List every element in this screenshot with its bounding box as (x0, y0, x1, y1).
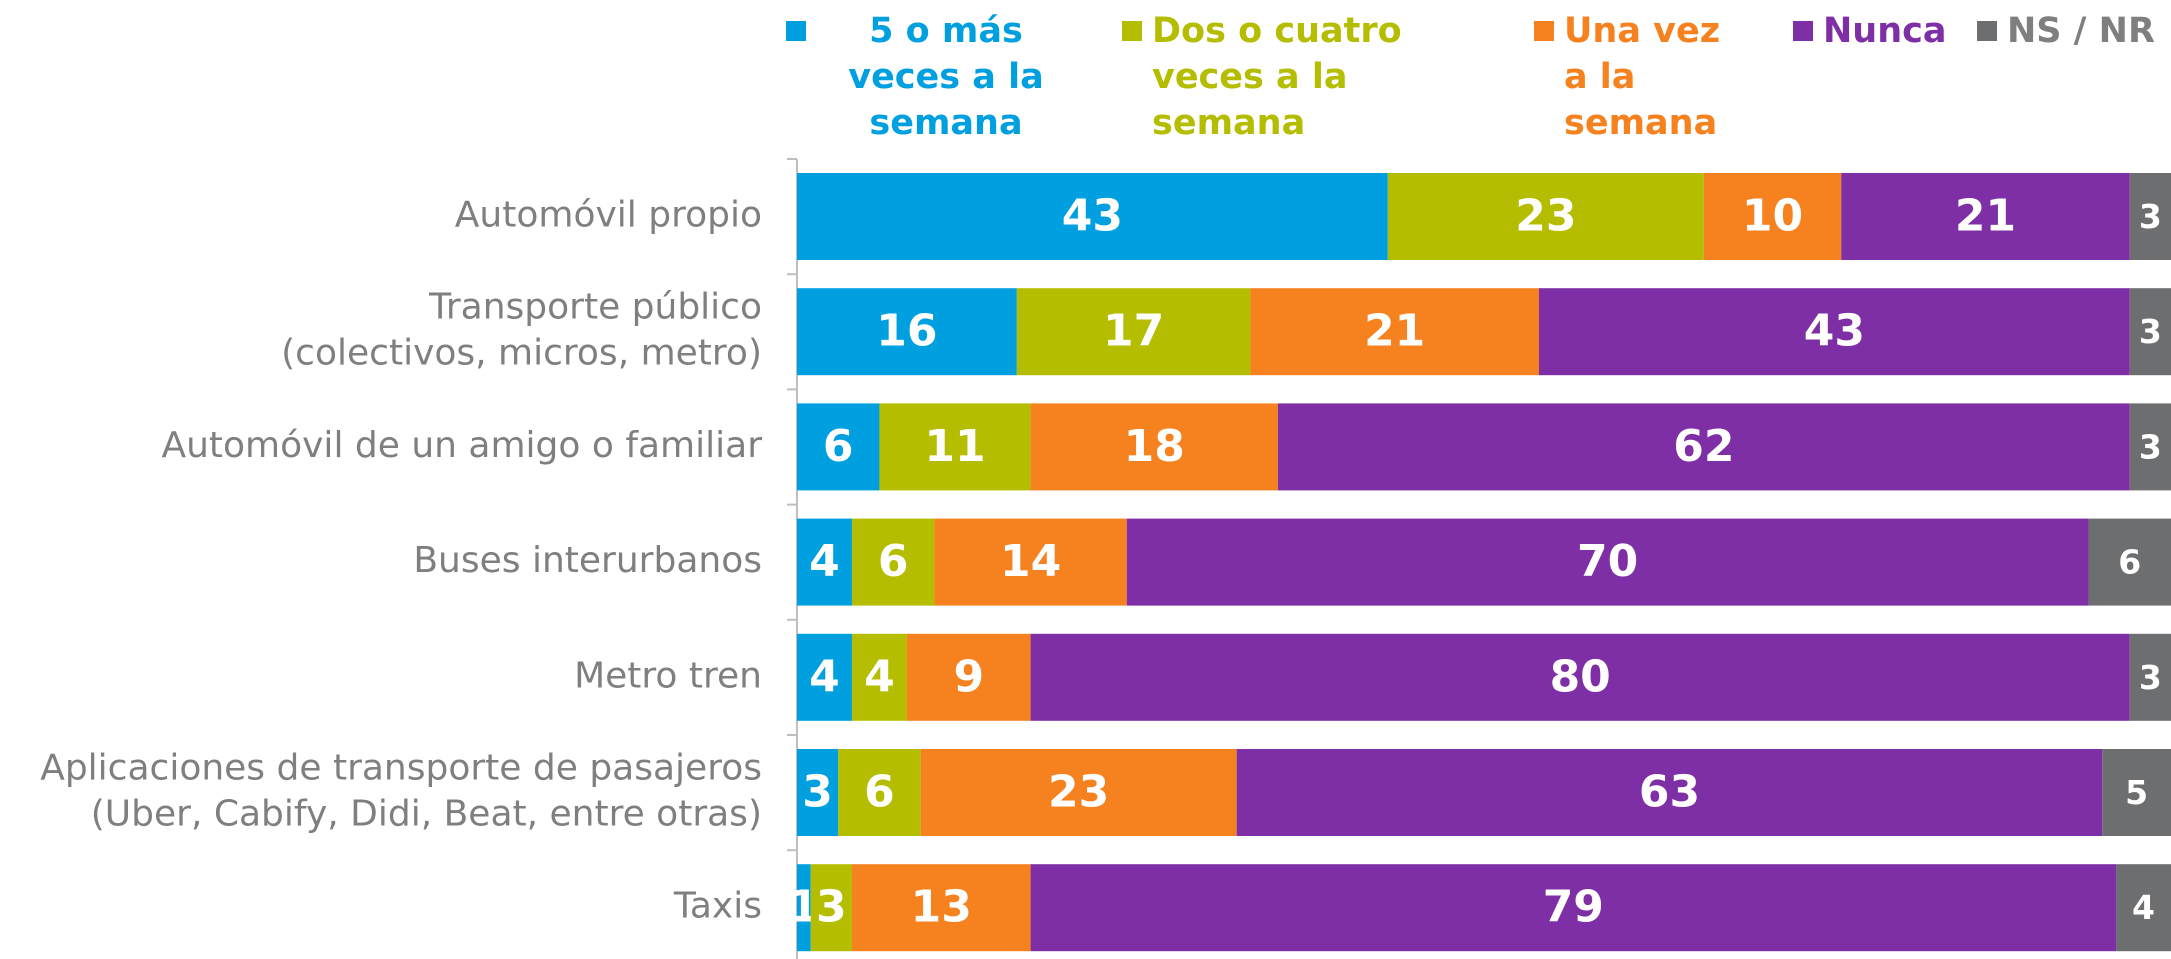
value-label: 3 (2139, 197, 2162, 236)
legend-label: Dos o cuatro veces a la semana (1152, 11, 1402, 143)
bar-segment (1030, 864, 2117, 952)
value-label: 3 (802, 767, 833, 818)
value-label: 62 (1673, 421, 1734, 472)
bar-segment (2088, 518, 2171, 606)
legend-item: NS / NR (1977, 8, 2157, 54)
value-label: 3 (2139, 427, 2162, 466)
legend-swatch (1977, 21, 1997, 41)
bar-segment (920, 749, 1237, 836)
bar-segment (797, 288, 1017, 376)
bar-segment (934, 518, 1127, 606)
bar-segment (1236, 749, 2103, 836)
bar-segment (1030, 633, 2130, 721)
bar-segment (851, 633, 907, 721)
value-label: 17 (1103, 306, 1164, 357)
value-label: 21 (1364, 306, 1425, 357)
value-label: 43 (1804, 306, 1865, 357)
bar-segment (2129, 288, 2171, 376)
category-label: Buses interurbanos (413, 540, 762, 581)
bar-segment (797, 749, 839, 836)
legend-label: Una vez a la semana (1564, 11, 1721, 143)
bar-segment (1277, 403, 2130, 491)
bar-segment (1841, 173, 2130, 260)
value-label: 21 (1955, 191, 2016, 242)
value-label: 18 (1124, 421, 1185, 472)
bar-segment (1538, 288, 2130, 376)
legend-swatch (1793, 21, 1813, 41)
bar-segment (838, 749, 921, 836)
category-label: Metro tren (574, 655, 762, 696)
bar-segment (810, 864, 852, 952)
bar-segment (2129, 403, 2171, 491)
value-label: 43 (1062, 191, 1123, 242)
category-label: Taxis (673, 886, 762, 927)
legend-label: NS / NR (2007, 11, 2155, 51)
bar-segment (797, 518, 852, 606)
bar-segment (1016, 288, 1251, 376)
value-label: 4 (809, 536, 840, 587)
value-label: 4 (809, 651, 840, 702)
bar-segment (2129, 633, 2171, 721)
legend-label: 5 o más veces a la semana (848, 11, 1044, 143)
value-label: 9 (953, 651, 984, 702)
bar-segment (2116, 864, 2171, 952)
category-label: Automóvil propio (455, 195, 762, 236)
bar-segment (1250, 288, 1539, 376)
value-label: 3 (2139, 312, 2162, 351)
category-label: Transporte público (colectivos, micros, m… (281, 287, 762, 374)
value-label: 4 (2132, 888, 2155, 927)
value-label: 13 (911, 882, 972, 933)
bar-segment (879, 403, 1031, 491)
bar-segment (797, 173, 1388, 260)
bar-segment (797, 403, 880, 491)
value-label: 6 (878, 536, 909, 587)
value-label: 6 (2118, 543, 2141, 582)
value-label: 6 (823, 421, 854, 472)
legend-swatch (1534, 21, 1554, 41)
legend-item: 5 o más veces a la semana (786, 8, 1076, 146)
value-label: 79 (1543, 882, 1604, 933)
bar-segment (1030, 403, 1278, 491)
bar-segment (906, 633, 1031, 721)
value-label: 63 (1639, 767, 1700, 818)
value-label: 4 (864, 651, 895, 702)
value-label: 23 (1515, 191, 1576, 242)
bar-segment (1703, 173, 1842, 260)
bar-segment (851, 518, 935, 606)
value-label: 23 (1048, 767, 1109, 818)
value-label: 14 (1000, 536, 1061, 587)
legend-swatch (1122, 21, 1142, 41)
legend-label: Nunca (1823, 11, 1947, 51)
value-label: 11 (924, 421, 985, 472)
legend-item: Dos o cuatro veces a la semana (1122, 8, 1502, 146)
category-label: Automóvil de un amigo o familiar (161, 425, 762, 466)
bar-segment (2102, 749, 2171, 836)
bar-segment (1387, 173, 1704, 260)
value-label: 16 (876, 306, 937, 357)
value-label: 10 (1742, 191, 1803, 242)
bar-segment (851, 864, 1031, 952)
category-label: Aplicaciones de transporte de pasajeros(… (40, 748, 762, 835)
value-label: 80 (1550, 651, 1611, 702)
bar-segment (797, 633, 852, 721)
bar-segment (797, 864, 811, 952)
legend-item: Una vez a la semana (1534, 8, 1754, 146)
value-label: 70 (1577, 536, 1638, 587)
value-label: 5 (2125, 773, 2148, 812)
legend-item: Nunca (1793, 8, 1953, 54)
value-label: 3 (2139, 658, 2162, 697)
bar-segment (1126, 518, 2089, 606)
value-label: 3 (816, 882, 847, 933)
value-label: 6 (864, 767, 895, 818)
bar-segment (2129, 173, 2171, 260)
legend-swatch (786, 21, 806, 41)
